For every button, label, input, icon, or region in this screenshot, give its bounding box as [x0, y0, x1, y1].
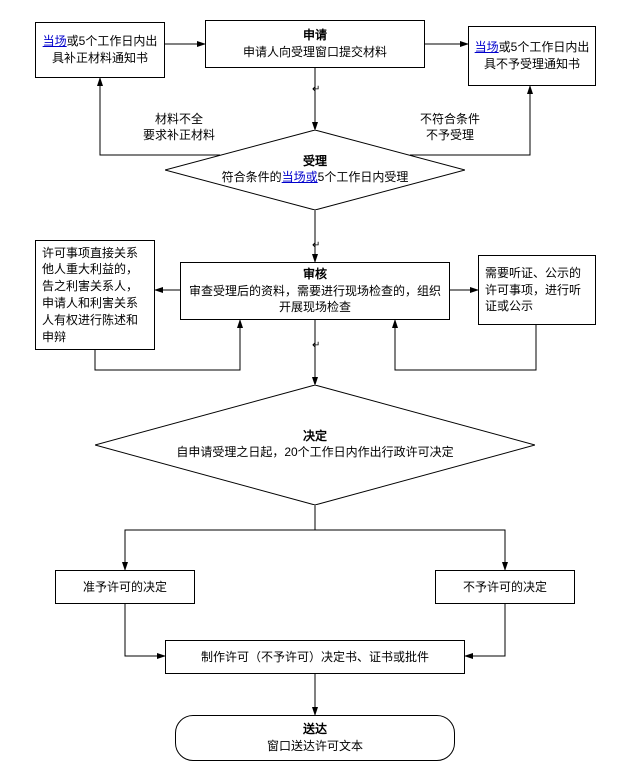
- node-fill-notice-body: 当场或5个工作日内出具补正材料通知书: [40, 33, 160, 67]
- link-onspot-1[interactable]: 当场: [43, 34, 67, 48]
- node-deliver-title: 送达: [303, 721, 327, 738]
- node-apply-title: 申请: [303, 27, 327, 44]
- node-accept-pre: 符合条件的: [222, 170, 282, 184]
- node-stakeholder-body: 许可事项直接关系他人重大利益的，告之利害关系人，申请人和利害关系人有权进行陈述和…: [42, 245, 148, 346]
- label-incomplete-l1: 材料不全: [143, 112, 215, 128]
- node-deliver-body: 窗口送达许可文本: [267, 738, 363, 755]
- return-mark-icon: ↵: [312, 84, 320, 95]
- node-apply-body: 申请人向受理窗口提交材料: [243, 44, 387, 61]
- node-fill-notice-text: 或5个工作日内出具补正材料通知书: [52, 34, 157, 65]
- label-noncomply: 不符合条件 不予受理: [420, 112, 480, 143]
- node-fill-notice: 当场或5个工作日内出具补正材料通知书: [35, 22, 165, 78]
- node-decide-title: 决定: [303, 429, 327, 445]
- flowchart-canvas: 申请 申请人向受理窗口提交材料 当场或5个工作日内出具补正材料通知书 当场或5个…: [0, 0, 632, 783]
- label-incomplete-l2: 要求补正材料: [143, 128, 215, 144]
- node-review: 审核 审查受理后的资料，需要进行现场检查的，组织开展现场检查: [180, 262, 450, 320]
- arrow-a13: [315, 505, 505, 570]
- node-deliver: 送达 窗口送达许可文本: [175, 715, 455, 761]
- node-accept-post: 5个工作日内受理: [318, 170, 409, 184]
- node-hearing-body: 需要听证、公示的许可事项，进行听证或公示: [485, 265, 589, 315]
- arrow-a10: [395, 320, 536, 370]
- node-stakeholder: 许可事项直接关系他人重大利益的，告之利害关系人，申请人和利害关系人有权进行陈述和…: [35, 240, 155, 350]
- node-make-doc-body: 制作许可（不予许可）决定书、证书或批件: [201, 649, 429, 666]
- node-reject-notice-text: 或5个工作日内出具不予受理通知书: [484, 40, 589, 71]
- label-noncomply-l2: 不予受理: [420, 128, 480, 144]
- link-onspot-2[interactable]: 当场: [475, 40, 499, 54]
- node-review-body: 审查受理后的资料，需要进行现场检查的，组织开展现场检查: [185, 283, 445, 317]
- return-mark-icon: ↵: [312, 240, 320, 251]
- node-review-title: 审核: [303, 266, 327, 283]
- node-deny-body: 不予许可的决定: [463, 579, 547, 596]
- link-onspot-3[interactable]: 当场或: [282, 170, 318, 184]
- node-hearing: 需要听证、公示的许可事项，进行听证或公示: [478, 255, 596, 325]
- return-mark-icon: ↵: [312, 340, 320, 351]
- node-reject-notice-body: 当场或5个工作日内出具不予受理通知书: [473, 39, 591, 73]
- node-reject-notice: 当场或5个工作日内出具不予受理通知书: [468, 26, 596, 86]
- node-accept-body: 符合条件的当场或5个工作日内受理: [222, 170, 409, 186]
- node-deny: 不予许可的决定: [435, 570, 575, 604]
- arrow-a12: [125, 505, 315, 570]
- label-incomplete: 材料不全 要求补正材料: [143, 112, 215, 143]
- label-noncomply-l1: 不符合条件: [420, 112, 480, 128]
- arrow-a14: [125, 604, 165, 656]
- arrow-a15: [465, 604, 505, 656]
- node-grant: 准予许可的决定: [55, 570, 195, 604]
- node-decide: 决定 自申请受理之日起，20个工作日内作出行政许可决定: [95, 385, 535, 505]
- node-apply: 申请 申请人向受理窗口提交材料: [205, 20, 425, 68]
- node-decide-body: 自申请受理之日起，20个工作日内作出行政许可决定: [176, 445, 453, 461]
- node-make-doc: 制作许可（不予许可）决定书、证书或批件: [165, 640, 465, 674]
- node-accept-title: 受理: [303, 154, 327, 170]
- node-grant-body: 准予许可的决定: [83, 579, 167, 596]
